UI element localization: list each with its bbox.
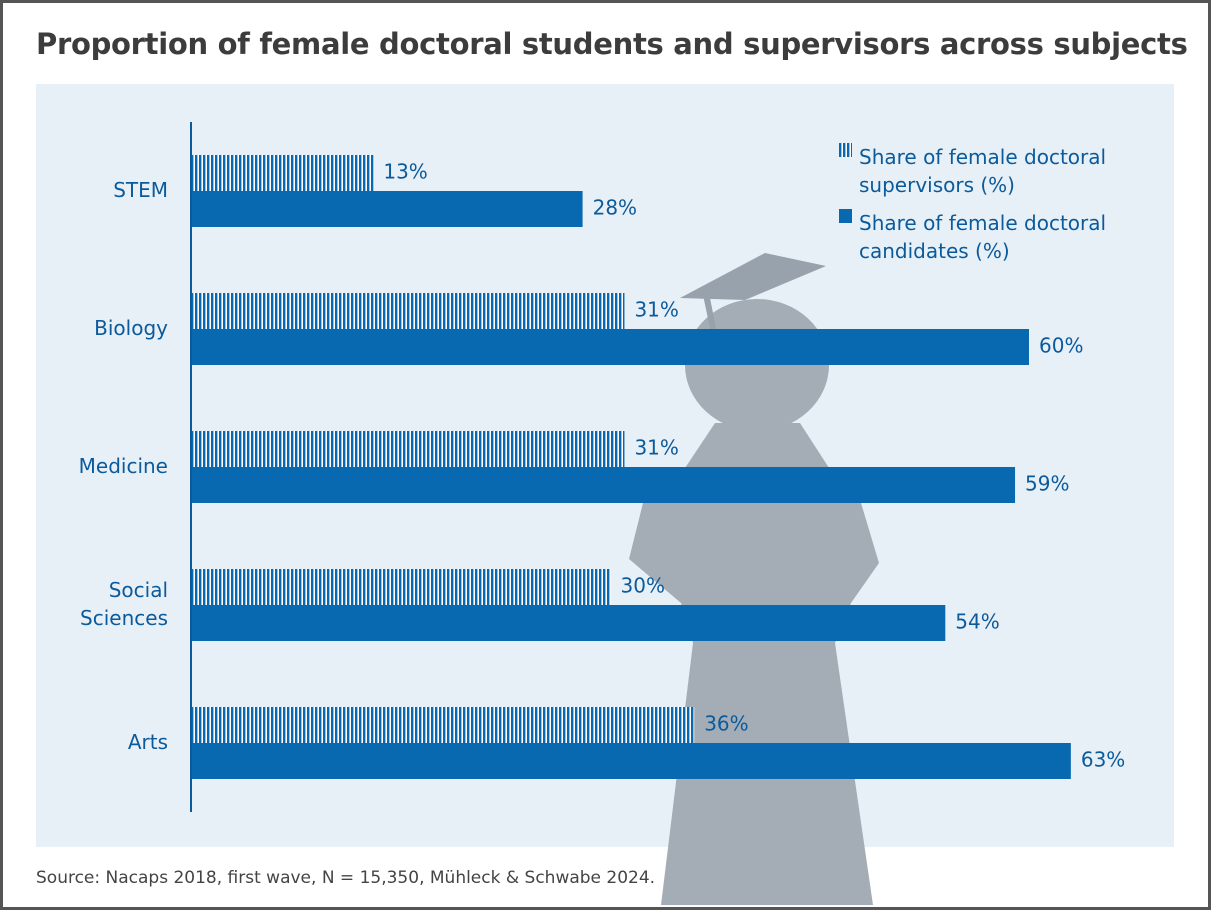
value-label: 63% [1081, 748, 1125, 772]
y-tick-label: Biology [94, 316, 168, 340]
source-note: Source: Nacaps 2018, first wave, N = 15,… [36, 868, 656, 888]
legend-item: Share of female doctoral supervisors (%) [839, 143, 1139, 199]
bar [192, 467, 1016, 503]
bar [192, 743, 1071, 779]
legend-swatch-fill [839, 209, 852, 223]
chart: 13% 28% 31% 60% 31% 59% 30% 54% 36% 63% [36, 84, 1174, 905]
value-label: 36% [704, 712, 748, 736]
y-tick-label: STEM [113, 178, 168, 202]
legend-swatch [839, 143, 852, 157]
bar [192, 329, 1029, 365]
legend-label: Share of female doctoral supervisors (%) [859, 145, 1107, 197]
bar [192, 293, 625, 329]
bar [192, 191, 583, 227]
bar [192, 707, 695, 743]
value-label: 60% [1039, 334, 1083, 358]
legend: Share of female doctoral supervisors (%)… [839, 143, 1139, 275]
bar [192, 569, 611, 605]
legend-item: Share of female doctoral candidates (%) [839, 209, 1139, 265]
chart-title: Proportion of female doctoral students a… [36, 27, 1188, 61]
value-label: 31% [634, 436, 678, 460]
value-label: 30% [621, 574, 665, 598]
value-label: 13% [383, 160, 427, 184]
y-tick-label: Arts [127, 730, 168, 754]
bar [192, 155, 374, 191]
value-label: 54% [955, 610, 999, 634]
value-label: 28% [593, 196, 637, 220]
y-tick-label: Social Sciences [80, 578, 168, 630]
bar [192, 605, 946, 641]
legend-swatch [839, 209, 852, 223]
value-label: 59% [1025, 472, 1069, 496]
y-tick-label: Medicine [78, 454, 168, 478]
bar [192, 431, 625, 467]
legend-label: Share of female doctoral candidates (%) [859, 211, 1107, 263]
legend-swatch-fill [839, 143, 852, 157]
value-label: 31% [634, 298, 678, 322]
